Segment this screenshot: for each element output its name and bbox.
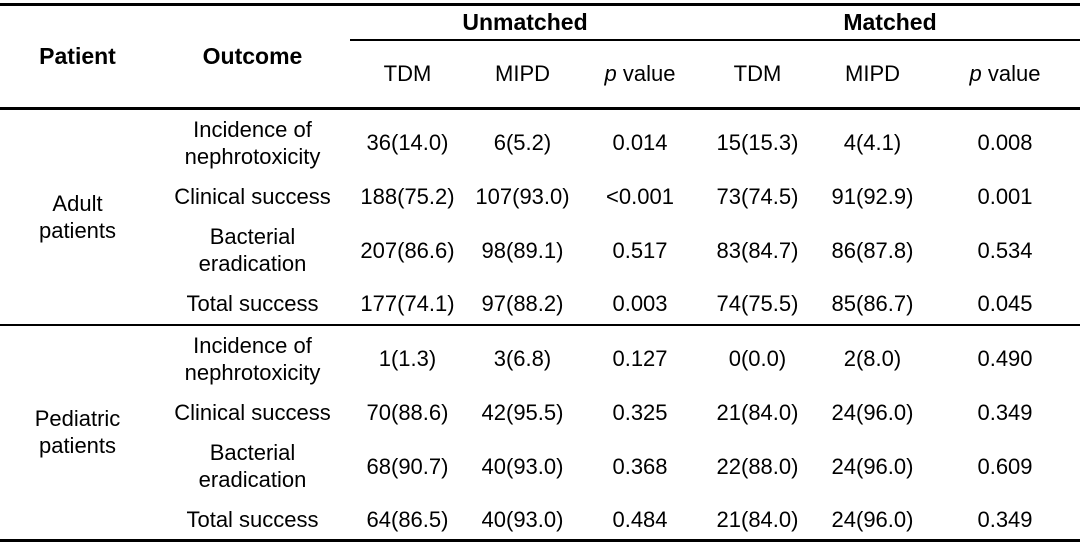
col-header-tdm-unmatched: TDM	[350, 39, 465, 110]
group-header-row: Patient Outcome Unmatched Matched	[0, 4, 1080, 110]
value-cell: 24(96.0)	[831, 453, 914, 479]
value-cell: 188(75.2)	[360, 183, 455, 209]
value-cell: 207(86.6)	[360, 237, 455, 263]
value-cell: 0.490	[930, 323, 1080, 392]
value-cell: 15(15.3)	[716, 130, 799, 156]
value-cell: 70(88.6)	[366, 399, 449, 425]
table-header: Patient Outcome Unmatched Matched TDM MI…	[0, 4, 1080, 110]
outcome-label: Bacterial eradication	[198, 224, 307, 276]
value-cell: 86(87.8)	[831, 237, 914, 263]
value-cell: 0.008	[977, 130, 1033, 156]
value-cell: 0.534	[977, 237, 1033, 263]
outcome-label: Bacterial eradication	[198, 440, 307, 492]
value-cell: 0.349	[977, 399, 1033, 425]
value-cell: 24(96.0)	[831, 506, 914, 532]
value-cell: 91(92.9)	[831, 183, 914, 209]
value-cell: 0.609	[977, 453, 1033, 479]
value-cell: 0.484	[612, 506, 668, 532]
value-cell: 85(86.7)	[831, 291, 914, 316]
p-italic: p	[969, 61, 982, 87]
value-cell: 0.003	[612, 291, 668, 316]
value-cell: 98(89.1)	[481, 237, 564, 263]
value-cell: 24(96.0)	[831, 399, 914, 425]
patient-label: Pediatric patients	[34, 406, 121, 459]
value-cell: 68(90.7)	[366, 453, 449, 479]
table-row: Total success 64(86.5) 40(93.0) 0.484 21…	[0, 500, 1080, 541]
col-header-outcome: Outcome	[155, 4, 350, 110]
value-cell: 2(8.0)	[815, 323, 930, 392]
value-cell: 64(86.5)	[366, 506, 449, 532]
table-row: Bacterial eradication 68(90.7) 40(93.0) …	[0, 433, 1080, 500]
value-cell: 21(84.0)	[716, 399, 799, 425]
value-cell: <0.001	[606, 183, 674, 209]
table-row: Bacterial eradication 207(86.6) 98(89.1)…	[0, 217, 1080, 284]
value-cell: 177(74.1)	[360, 291, 455, 316]
p-italic: p	[604, 61, 617, 87]
table-row: Clinical success 70(88.6) 42(95.5) 0.325…	[0, 392, 1080, 433]
col-header-patient: Patient	[0, 4, 155, 110]
value-cell: 97(88.2)	[481, 291, 564, 316]
col-header-pvalue-unmatched: p value	[580, 39, 700, 110]
value-cell: 0.127	[580, 323, 700, 392]
value-cell: 83(84.7)	[716, 237, 799, 263]
outcomes-comparison-table: Patient Outcome Unmatched Matched TDM MI…	[0, 3, 1080, 542]
outcome-label: Incidence of nephrotoxicity	[155, 323, 350, 392]
value-cell: 36(14.0)	[366, 130, 449, 156]
outcome-label: Clinical success	[174, 183, 331, 209]
value-cell: 0.325	[612, 399, 668, 425]
value-cell: 40(93.0)	[481, 506, 564, 532]
pediatric-patients-section: Pediatric patients Incidence of nephroto…	[0, 323, 1080, 541]
adult-patients-section: Adult patients Incidence of nephrotoxici…	[0, 109, 1080, 325]
col-header-pvalue-matched: p value	[930, 39, 1080, 110]
p-value-rest: value	[987, 61, 1041, 87]
value-cell: 40(93.0)	[481, 453, 564, 479]
col-group-unmatched: Unmatched	[350, 4, 700, 41]
value-cell: 74(75.5)	[716, 291, 799, 316]
p-value-rest: value	[622, 61, 676, 87]
value-cell: 1(1.3)	[350, 323, 465, 392]
value-cell: 73(74.5)	[716, 183, 799, 209]
value-cell: 0.368	[612, 453, 668, 479]
value-cell: 107(93.0)	[475, 183, 570, 209]
value-cell: 21(84.0)	[716, 506, 799, 532]
value-cell: 0.014	[612, 130, 668, 156]
paper-table-page: Patient Outcome Unmatched Matched TDM MI…	[0, 3, 1080, 545]
value-cell: 22(88.0)	[716, 453, 799, 479]
col-group-matched: Matched	[700, 4, 1080, 41]
table-row: Adult patients Incidence of nephrotoxici…	[0, 109, 1080, 243]
patient-group-label-adult: Adult patients	[0, 109, 155, 325]
col-header-mipd-unmatched: MIPD	[465, 39, 580, 110]
outcome-label: Clinical success	[174, 399, 331, 425]
patient-group-label-pediatric: Pediatric patients	[0, 323, 155, 541]
sub-header-row: TDM MIPD p value TDM MIPD p value	[0, 39, 1080, 110]
outcome-label: Total success	[186, 506, 319, 532]
value-cell: 6(5.2)	[493, 130, 552, 156]
value-cell: 0.517	[612, 237, 668, 263]
col-header-tdm-matched: TDM	[700, 39, 815, 110]
table-row: Clinical success 188(75.2) 107(93.0) <0.…	[0, 176, 1080, 217]
value-cell: 0.001	[977, 183, 1033, 209]
value-cell: 0.349	[977, 506, 1033, 532]
col-header-mipd-matched: MIPD	[815, 39, 930, 110]
table-row: Pediatric patients Incidence of nephroto…	[0, 323, 1080, 541]
value-cell: 3(6.8)	[465, 323, 580, 392]
value-cell: 4(4.1)	[843, 130, 902, 156]
value-cell: 42(95.5)	[481, 399, 564, 425]
outcome-label: Total success	[186, 291, 319, 316]
table-row: Total success 177(74.1) 97(88.2) 0.003 7…	[0, 284, 1080, 325]
value-cell: 0(0.0)	[700, 323, 815, 392]
value-cell: 0.045	[977, 291, 1033, 316]
outcome-label: Incidence of nephrotoxicity	[184, 116, 321, 169]
patient-label: Adult patients	[38, 190, 117, 243]
